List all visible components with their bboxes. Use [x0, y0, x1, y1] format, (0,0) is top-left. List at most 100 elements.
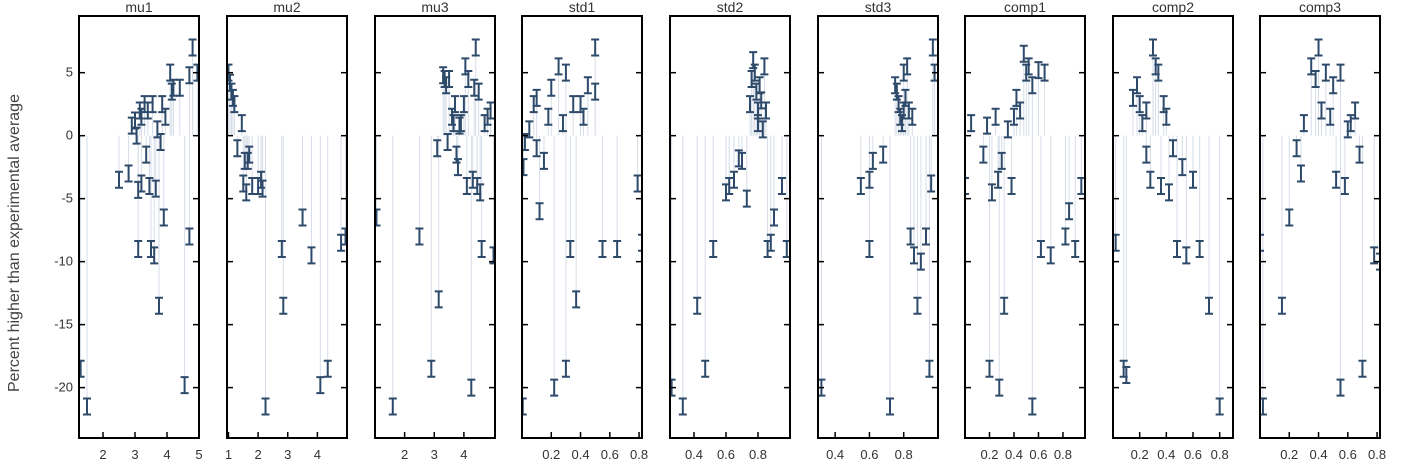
- stems-mu1: [80, 47, 198, 407]
- data-point: [233, 139, 242, 158]
- panel-frame: [669, 15, 791, 439]
- x-tick-label: 0.4: [685, 447, 703, 462]
- data-point: [1182, 246, 1191, 265]
- data-point: [879, 145, 888, 164]
- data-point: [583, 76, 592, 95]
- data-point: [1317, 101, 1326, 120]
- y-tick-label: -5: [61, 191, 73, 206]
- data-point: [415, 227, 424, 246]
- data-point: [1154, 63, 1163, 82]
- data-point: [462, 177, 471, 196]
- panel-std3: std3 0.4 0.6 0.8: [817, 0, 939, 462]
- data-point: [155, 296, 163, 315]
- markers-comp2: [1113, 38, 1224, 416]
- data-point: [566, 240, 575, 259]
- data-point: [161, 107, 170, 126]
- data-point: [1165, 183, 1173, 202]
- data-point: [1285, 208, 1294, 227]
- data-point: [1307, 57, 1316, 76]
- data-point: [1003, 120, 1012, 139]
- data-point: [762, 101, 770, 120]
- data-point: [1205, 296, 1213, 315]
- data-point: [532, 139, 541, 158]
- data-point: [1135, 95, 1144, 114]
- data-point: [1077, 177, 1085, 196]
- stems-std3: [820, 47, 936, 407]
- y-tick-label: -20: [54, 380, 73, 395]
- data-point: [967, 114, 976, 133]
- x-tick-label: 0.4: [1309, 447, 1327, 462]
- x-tick-label: 3: [131, 447, 138, 462]
- data-point: [1071, 240, 1080, 259]
- data-point: [561, 63, 570, 82]
- data-point: [547, 78, 556, 97]
- data-point: [1009, 107, 1018, 126]
- data-point: [134, 240, 143, 259]
- markers-mu1: [79, 38, 199, 416]
- x-tick-label: 2: [99, 447, 106, 462]
- data-point: [983, 116, 992, 135]
- data-point: [316, 376, 325, 395]
- data-point: [770, 208, 778, 227]
- data-point: [903, 57, 912, 76]
- x-tick-label: 0.6: [1184, 447, 1202, 462]
- markers-comp3: [1260, 38, 1380, 416]
- data-point: [910, 246, 918, 265]
- x-tick-label: 0.8: [630, 447, 648, 462]
- markers-mu2: [227, 63, 347, 416]
- panel-title: mu2: [273, 0, 300, 15]
- data-point: [1178, 158, 1187, 177]
- data-point: [1028, 397, 1037, 416]
- data-point: [167, 82, 176, 101]
- data-point: [427, 359, 436, 378]
- panel-title: comp2: [1152, 0, 1194, 15]
- data-point: [979, 145, 988, 164]
- data-point: [1133, 76, 1141, 95]
- data-point: [245, 145, 254, 164]
- data-point: [323, 359, 332, 378]
- data-point: [341, 227, 347, 246]
- data-point: [456, 114, 465, 133]
- panel-title: mu1: [125, 0, 152, 15]
- x-tick-label: 0.4: [1005, 447, 1023, 462]
- panel-frame: [817, 15, 939, 439]
- data-point: [865, 240, 874, 259]
- data-point: [1040, 63, 1049, 82]
- data-point: [898, 114, 906, 133]
- data-point: [470, 78, 479, 97]
- data-point: [1260, 233, 1264, 252]
- data-point: [1351, 101, 1360, 120]
- y-tick-label: -10: [54, 254, 73, 269]
- data-point: [115, 170, 123, 189]
- data-point: [725, 177, 734, 196]
- data-point: [175, 78, 184, 97]
- data-point: [230, 95, 239, 114]
- data-point: [591, 38, 600, 57]
- data-point: [569, 95, 578, 114]
- data-point: [928, 38, 937, 57]
- data-point: [1129, 88, 1137, 107]
- data-point: [1277, 296, 1286, 315]
- data-point: [1336, 378, 1345, 397]
- data-point: [991, 107, 1000, 126]
- data-point: [1061, 227, 1070, 246]
- data-point: [1332, 170, 1341, 189]
- data-point: [554, 57, 563, 76]
- stems-comp1: [965, 53, 1082, 407]
- data-point: [886, 397, 894, 416]
- data-point: [464, 69, 473, 88]
- data-point: [558, 114, 567, 133]
- y-axis-label: Percent higher than experimental average: [6, 94, 23, 392]
- data-point: [185, 227, 194, 246]
- panel-title: comp3: [1299, 0, 1341, 15]
- data-point: [489, 246, 495, 265]
- panel-mu2: mu2 1 2 3 4: [225, 0, 348, 462]
- panel-frame: [1259, 15, 1381, 439]
- x-tick-label: 0.8: [749, 447, 767, 462]
- data-point: [159, 208, 168, 227]
- stems-comp2: [1115, 47, 1221, 407]
- data-point: [1314, 38, 1323, 57]
- data-point: [561, 359, 570, 378]
- panel-frame: [226, 15, 348, 439]
- data-point: [166, 63, 175, 82]
